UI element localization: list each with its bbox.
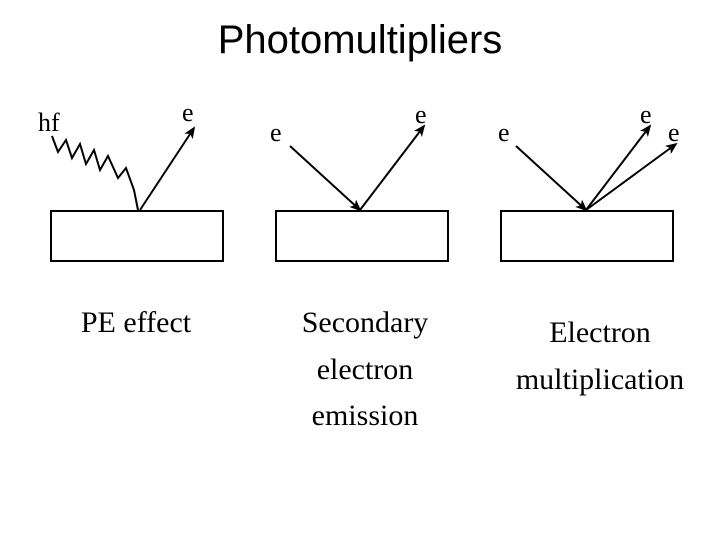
label-e-out-3b: e (668, 118, 680, 148)
caption-secondary-line3: emission (312, 399, 419, 432)
caption-secondary-line2: electron (317, 353, 414, 386)
slide-title: Photomultipliers (0, 18, 720, 63)
electrode-box-3 (500, 210, 674, 262)
caption-mult-line2: multiplication (516, 363, 684, 396)
arrow-group (140, 126, 676, 210)
label-e-out-1: e (182, 98, 194, 128)
caption-pe-effect: PE effect (66, 300, 206, 347)
label-e-out-3a: e (640, 100, 652, 130)
caption-electron-multiplication: Electron multiplication (500, 310, 700, 403)
electrode-box-1 (50, 210, 224, 262)
label-e-in-3: e (498, 118, 510, 148)
caption-secondary-emission: Secondary electron emission (280, 300, 450, 440)
photon-squiggle (52, 136, 138, 210)
caption-mult-line1: Electron (549, 316, 651, 349)
label-hf: hf (38, 108, 60, 138)
diagram-overlay (0, 0, 720, 540)
label-e-out-2: e (415, 100, 427, 130)
electrode-box-2 (275, 210, 449, 262)
caption-secondary-line1: Secondary (302, 306, 429, 339)
slide-root: { "title": "Photomultipliers", "colors":… (0, 0, 720, 540)
label-e-in-2: e (270, 118, 282, 148)
